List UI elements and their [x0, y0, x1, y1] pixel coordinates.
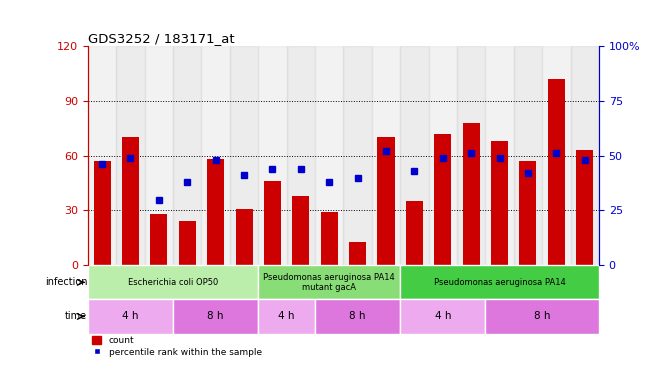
Bar [349, 242, 366, 265]
Bar [372, 46, 400, 265]
Bar [150, 214, 167, 265]
Bar [576, 150, 593, 265]
Text: 8 h: 8 h [534, 311, 550, 321]
Text: GDS3252 / 183171_at: GDS3252 / 183171_at [88, 32, 234, 45]
Bar [230, 46, 258, 265]
Bar [292, 196, 309, 265]
Bar [486, 46, 514, 265]
Text: Pseudomonas aeruginosa PA14
mutant gacA: Pseudomonas aeruginosa PA14 mutant gacA [264, 273, 395, 292]
Bar [122, 137, 139, 265]
Bar [145, 46, 173, 265]
Bar [236, 209, 253, 265]
Legend: count, percentile rank within the sample: count, percentile rank within the sample [92, 336, 262, 357]
Bar [344, 46, 372, 265]
Bar [570, 46, 599, 265]
Bar [201, 46, 230, 265]
Bar [315, 46, 344, 265]
Bar [207, 159, 224, 265]
Bar [486, 300, 599, 334]
Bar [258, 300, 315, 334]
Bar [519, 161, 536, 265]
Bar [94, 161, 111, 265]
Text: 8 h: 8 h [350, 311, 366, 321]
Bar [463, 123, 480, 265]
Bar [548, 79, 565, 265]
Text: time: time [65, 311, 87, 321]
Text: 8 h: 8 h [208, 311, 224, 321]
Bar [400, 265, 599, 300]
Bar [117, 46, 145, 265]
Text: infection: infection [45, 277, 87, 287]
Text: Escherichia coli OP50: Escherichia coli OP50 [128, 278, 218, 287]
Bar [173, 46, 201, 265]
Bar [434, 134, 451, 265]
Bar [286, 46, 315, 265]
Bar [514, 46, 542, 265]
Bar [428, 46, 457, 265]
Bar [258, 265, 400, 300]
Bar [400, 46, 428, 265]
Bar [179, 222, 196, 265]
Bar [264, 181, 281, 265]
Bar [542, 46, 570, 265]
Bar [88, 265, 258, 300]
Bar [88, 300, 173, 334]
Bar [321, 212, 338, 265]
Text: 4 h: 4 h [122, 311, 139, 321]
Bar [173, 300, 258, 334]
Bar [88, 46, 117, 265]
Bar [491, 141, 508, 265]
Bar [258, 46, 286, 265]
Bar [406, 201, 423, 265]
Bar [457, 46, 486, 265]
Bar [378, 137, 395, 265]
Text: 4 h: 4 h [434, 311, 451, 321]
Bar [400, 300, 486, 334]
Text: 4 h: 4 h [279, 311, 295, 321]
Text: Pseudomonas aeruginosa PA14: Pseudomonas aeruginosa PA14 [434, 278, 566, 287]
Bar [315, 300, 400, 334]
